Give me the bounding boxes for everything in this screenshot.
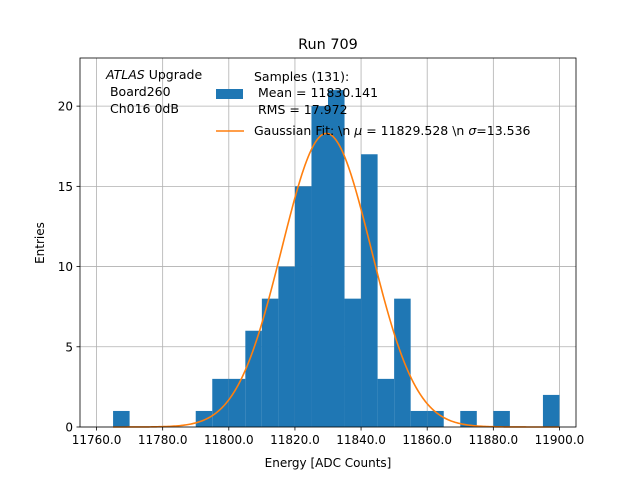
histogram-bar xyxy=(113,410,130,427)
histogram-bar xyxy=(328,90,345,427)
y-tick-label: 20 xyxy=(58,100,73,114)
x-tick-label: 11820.0 xyxy=(270,433,320,447)
histogram-bar xyxy=(410,410,428,427)
histogram-bar xyxy=(261,298,279,427)
x-tick-label: 11760.0 xyxy=(72,433,122,447)
y-tick-label: 15 xyxy=(58,180,73,194)
atlas-annotation: ATLAS Upgrade Board260 Ch016 0dB xyxy=(105,67,202,116)
histogram-bar xyxy=(377,378,395,427)
histogram-bar xyxy=(278,266,295,427)
y-axis-ticks: 0 5 10 15 20 xyxy=(58,100,80,435)
histogram-bar xyxy=(212,378,229,427)
channel-label: Ch016 0dB xyxy=(106,101,179,116)
histogram-bar xyxy=(361,154,378,427)
histogram-bars xyxy=(113,90,560,427)
histogram-bar xyxy=(294,186,312,427)
x-tick-label: 11780.0 xyxy=(138,433,188,447)
legend-histogram-line-3: RMS = 17.972 xyxy=(254,102,348,117)
histogram-bar xyxy=(311,106,328,427)
legend-histogram-line-1: Samples (131): xyxy=(254,69,349,84)
histogram-bar xyxy=(195,410,213,427)
x-tick-label: 11860.0 xyxy=(402,433,452,447)
y-tick-label: 5 xyxy=(65,340,73,354)
board-label: Board260 xyxy=(106,84,171,99)
y-tick-label: 0 xyxy=(65,421,73,435)
gaussian-fit-line xyxy=(113,132,560,428)
histogram-bar xyxy=(228,378,246,427)
histogram-bar xyxy=(493,410,510,427)
y-axis-label: Entries xyxy=(33,222,47,264)
histogram-bar xyxy=(427,410,444,427)
histogram-bar xyxy=(542,394,560,427)
histogram-bar xyxy=(344,298,362,427)
histogram-bar xyxy=(245,330,262,427)
histogram-bar xyxy=(460,410,477,427)
legend-histogram-swatch xyxy=(216,89,243,99)
x-axis-ticks: 11760.0 11780.0 11800.0 11820.0 11840.0 11860… xyxy=(72,427,585,447)
upgrade-label: Upgrade xyxy=(145,67,203,82)
x-axis-label: Energy [ADC Counts] xyxy=(265,456,392,470)
x-tick-label: 11900.0 xyxy=(535,433,585,447)
fit-curve-group xyxy=(113,132,560,428)
histogram-bar xyxy=(394,298,411,427)
svg-text:ATLAS Upgrade: ATLAS Upgrade xyxy=(105,67,202,82)
x-tick-label: 11840.0 xyxy=(336,433,386,447)
plot-frame xyxy=(79,57,577,428)
atlas-label: ATLAS xyxy=(105,67,145,82)
legend: Samples (131): Mean = 11830.141 RMS = 17… xyxy=(216,69,531,138)
x-tick-label: 11800.0 xyxy=(204,433,254,447)
chart-title: Run 709 xyxy=(298,37,358,53)
legend-fit-label: Gaussian Fit: \n μ = 11829.528 \n σ=13.5… xyxy=(254,123,531,138)
legend-histogram-line-2: Mean = 11830.141 xyxy=(254,85,378,100)
y-tick-label: 10 xyxy=(58,260,73,274)
x-tick-label: 11880.0 xyxy=(469,433,519,447)
